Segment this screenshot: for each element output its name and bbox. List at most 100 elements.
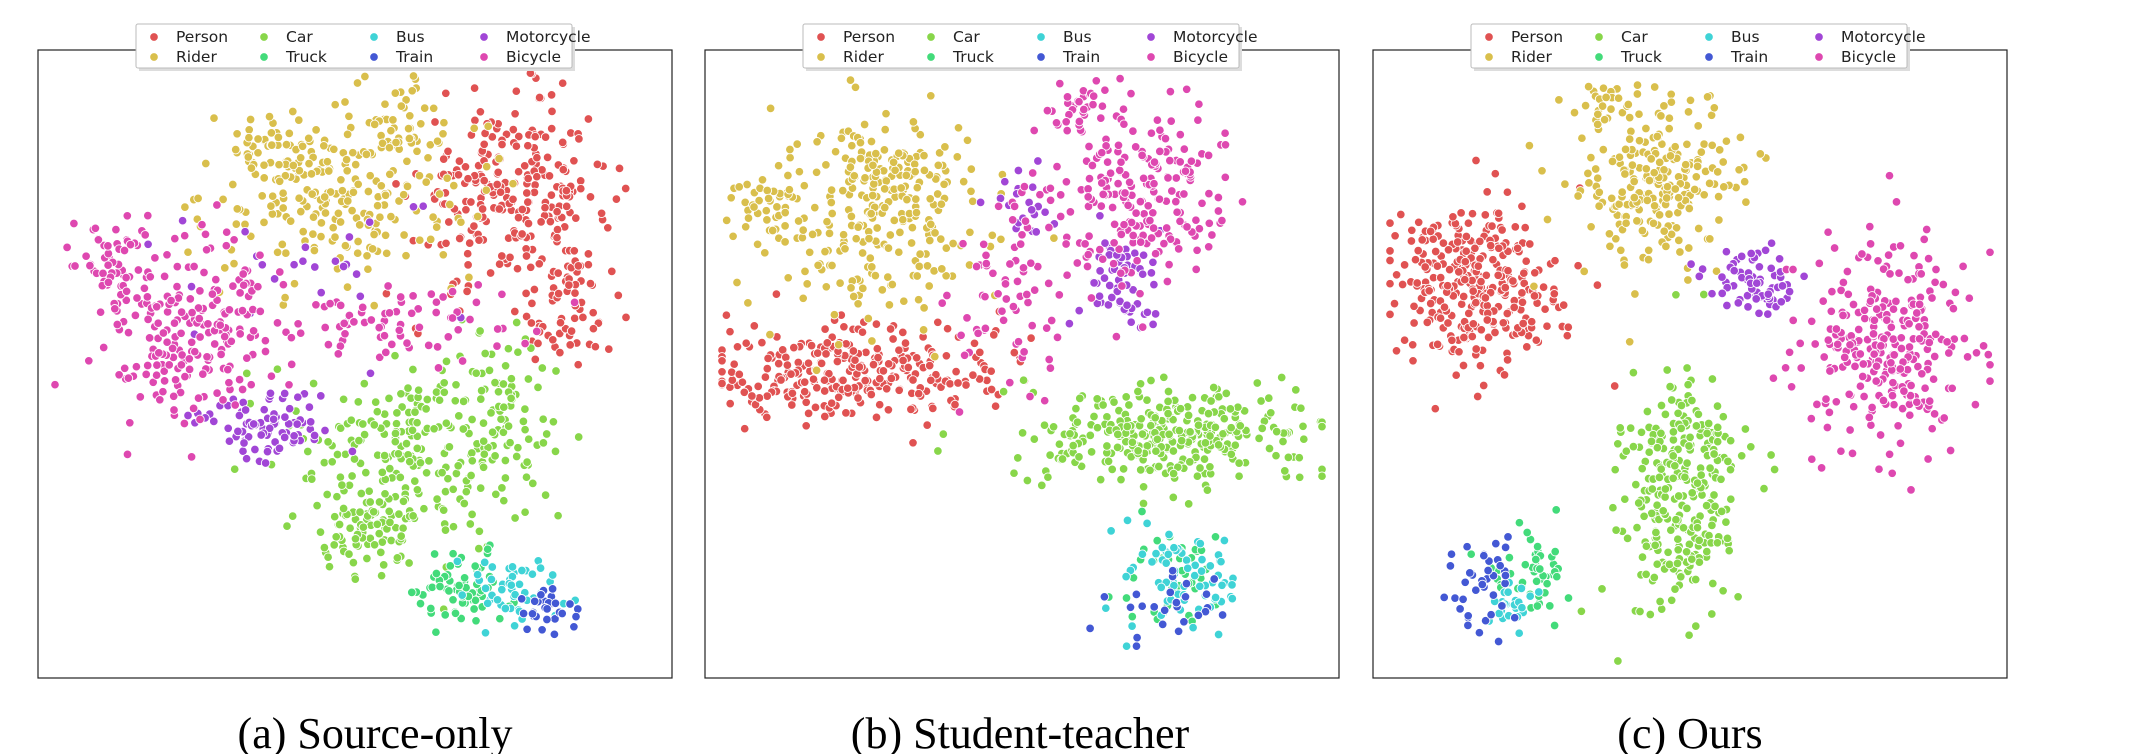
point-person — [573, 359, 583, 370]
point-car — [1726, 494, 1736, 504]
point-person — [1397, 279, 1408, 290]
point-car — [491, 489, 501, 500]
point-car — [394, 509, 404, 519]
point-motorcycle — [351, 269, 362, 279]
point-car — [1054, 439, 1065, 449]
point-rider — [439, 117, 449, 128]
point-person — [614, 163, 625, 174]
point-person — [555, 317, 566, 328]
point-car — [348, 557, 359, 568]
point-person — [546, 190, 557, 200]
point-car — [364, 486, 374, 496]
point-rider — [836, 133, 847, 144]
legend-marker-car — [926, 32, 936, 42]
point-car — [378, 560, 389, 570]
point-motorcycle — [1799, 271, 1809, 282]
point-rider — [281, 248, 291, 258]
point-bicycle — [1831, 324, 1842, 334]
point-rider — [1666, 97, 1677, 107]
point-bicycle — [1891, 296, 1901, 307]
point-bicycle — [1904, 342, 1915, 352]
point-bicycle — [335, 300, 346, 311]
point-bus — [472, 569, 483, 580]
legend-label-bus: Bus — [396, 28, 425, 46]
point-person — [1420, 262, 1430, 272]
point-car — [384, 506, 394, 517]
point-person — [762, 391, 772, 401]
point-bicycle — [1123, 200, 1133, 211]
point-car — [1045, 450, 1055, 460]
point-rider — [232, 129, 242, 139]
point-car — [467, 414, 477, 425]
point-bus — [1196, 566, 1207, 576]
point-bicycle — [1824, 407, 1835, 418]
point-rider — [228, 179, 238, 190]
point-car — [500, 455, 511, 466]
point-person — [926, 375, 936, 386]
point-bicycle — [188, 403, 199, 414]
point-car — [1163, 408, 1173, 419]
point-train — [1509, 612, 1520, 623]
point-person — [583, 114, 594, 124]
legend-marker-train — [1704, 52, 1714, 62]
point-rider — [1659, 226, 1669, 236]
point-car — [282, 521, 292, 531]
point-motorcycle — [1754, 308, 1764, 319]
point-person — [1471, 155, 1481, 166]
point-motorcycle — [292, 419, 302, 429]
point-truck — [1552, 571, 1562, 582]
point-bicycle — [1220, 172, 1231, 183]
point-rider — [388, 115, 398, 125]
point-rider — [926, 219, 936, 230]
point-truck — [471, 616, 481, 626]
point-bicycle — [1786, 382, 1797, 392]
legend-box — [135, 23, 573, 69]
point-car — [1621, 446, 1632, 456]
point-car — [407, 425, 418, 436]
point-bicycle — [1114, 165, 1125, 176]
point-motorcycle — [250, 444, 260, 455]
point-car — [1682, 363, 1692, 373]
point-car — [475, 326, 485, 336]
point-rider — [919, 150, 929, 161]
point-bicycle — [110, 304, 120, 314]
point-car — [1620, 494, 1630, 504]
point-rider — [1607, 156, 1618, 167]
point-person — [762, 412, 772, 423]
point-bicycle — [1945, 445, 1956, 456]
point-bicycle — [1055, 78, 1065, 89]
point-person — [853, 393, 863, 403]
point-car — [412, 443, 423, 454]
point-motorcycle — [1717, 272, 1727, 282]
point-person — [1538, 282, 1549, 292]
point-person — [1480, 210, 1491, 220]
point-car — [1673, 491, 1684, 501]
point-person — [521, 251, 532, 261]
point-person — [1558, 300, 1569, 310]
point-bus — [1137, 549, 1148, 559]
point-rider — [303, 133, 314, 144]
point-bicycle — [1083, 192, 1093, 202]
point-rider — [901, 170, 912, 181]
point-rider — [877, 285, 888, 295]
point-bicycle — [1944, 348, 1954, 358]
point-person — [565, 340, 575, 350]
point-bicycle — [1045, 183, 1056, 194]
point-train — [1474, 627, 1485, 638]
point-rider — [1598, 144, 1609, 155]
point-rider — [193, 193, 203, 204]
legend-marker-train — [1036, 52, 1046, 62]
point-rider — [369, 229, 379, 240]
point-person — [454, 156, 465, 166]
point-motorcycle — [1751, 294, 1761, 304]
point-car — [1138, 498, 1149, 509]
point-motorcycle — [995, 193, 1006, 204]
point-car — [1103, 456, 1114, 467]
point-car — [372, 406, 383, 417]
point-bicycle — [492, 324, 503, 334]
point-person — [590, 341, 601, 352]
point-car — [1074, 452, 1084, 462]
point-rider — [1619, 260, 1630, 270]
point-bicycle — [1857, 249, 1867, 259]
point-bicycle — [189, 261, 199, 272]
